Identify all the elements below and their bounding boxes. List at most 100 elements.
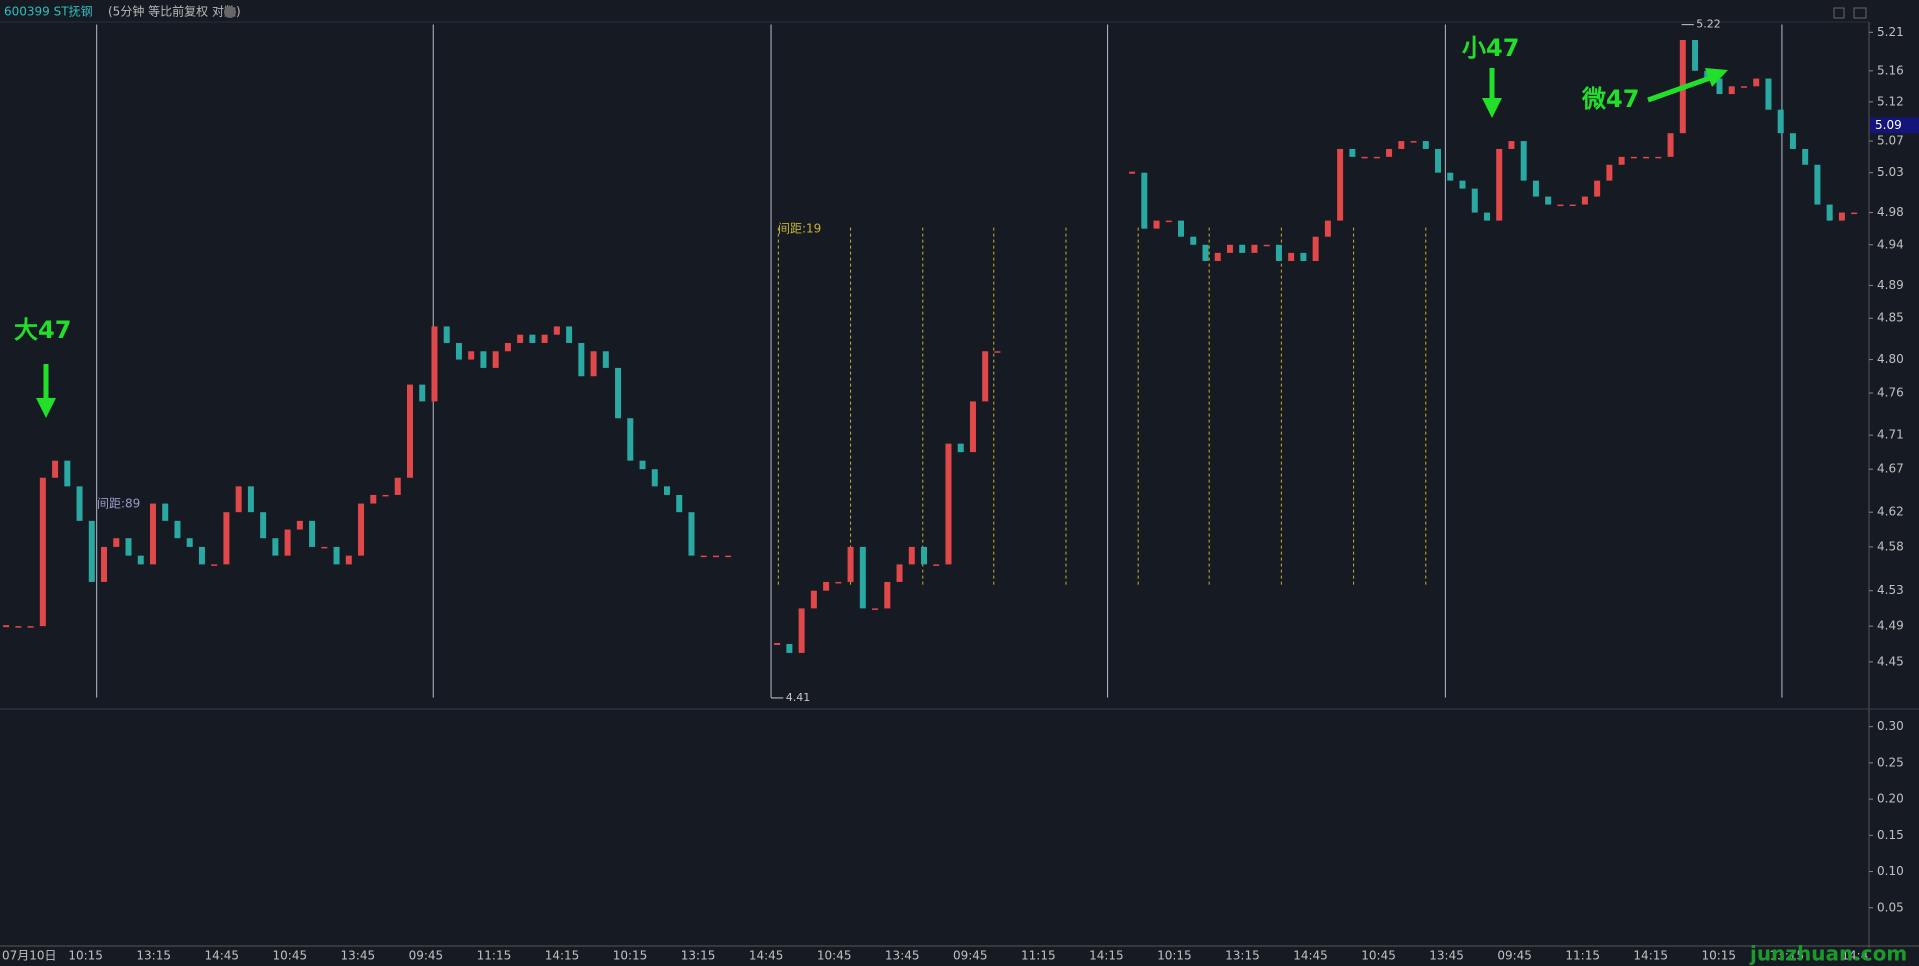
y-tick-label: 4.98 bbox=[1877, 205, 1904, 219]
x-tick-label: 14:4 bbox=[1841, 949, 1868, 963]
x-tick-label: 14:45 bbox=[749, 949, 784, 963]
candle bbox=[712, 555, 719, 558]
candle bbox=[27, 626, 34, 628]
candle bbox=[921, 546, 928, 565]
gap-label: 间距:89 bbox=[97, 497, 140, 511]
candle bbox=[1765, 78, 1772, 110]
x-tick-label: 10:15 bbox=[1157, 949, 1192, 963]
gap-label: 间距:19 bbox=[778, 222, 821, 236]
candle bbox=[1667, 133, 1674, 157]
x-tick-label: 11:15 bbox=[477, 949, 512, 963]
candle bbox=[578, 342, 585, 377]
candle bbox=[908, 546, 915, 565]
candle bbox=[345, 555, 352, 565]
x-tick-label: 14:45 bbox=[1293, 949, 1328, 963]
x-tick-label: 10:15 bbox=[613, 949, 648, 963]
candle bbox=[1655, 156, 1662, 159]
candle bbox=[186, 538, 193, 547]
chart-subtitle: (5分钟 等比前复权 对数) bbox=[108, 4, 241, 19]
candle bbox=[639, 460, 646, 470]
icon[interactable] bbox=[1853, 7, 1867, 19]
x-tick-label: 13:15 bbox=[136, 949, 171, 963]
candle bbox=[394, 477, 401, 495]
candle bbox=[1704, 70, 1711, 79]
layout bbox=[0, 21, 1919, 948]
candle bbox=[1386, 148, 1393, 157]
candle bbox=[272, 538, 279, 556]
candle bbox=[1435, 148, 1442, 173]
candle bbox=[419, 384, 426, 402]
candle bbox=[382, 494, 389, 497]
x-tick-label: 11:15 bbox=[1565, 949, 1600, 963]
candle bbox=[1263, 244, 1270, 247]
arrow-head bbox=[36, 398, 56, 418]
candle bbox=[1545, 196, 1552, 205]
high-label: 5.22 bbox=[1696, 18, 1721, 31]
y-tick-label: 5.21 bbox=[1877, 25, 1904, 39]
annotation: 大47 bbox=[14, 316, 71, 344]
candle bbox=[492, 351, 499, 368]
y2-tick-label: 0.15 bbox=[1877, 828, 1904, 842]
candle bbox=[798, 608, 805, 653]
y2-tick-label: 0.05 bbox=[1877, 900, 1904, 914]
x-tick-label: 10:45 bbox=[817, 949, 852, 963]
candle bbox=[1643, 156, 1650, 159]
candle bbox=[455, 342, 462, 360]
candle bbox=[211, 564, 218, 566]
candle bbox=[1838, 212, 1845, 221]
candle bbox=[859, 546, 866, 609]
x-tick-label: 09:45 bbox=[409, 949, 444, 963]
candle bbox=[76, 486, 83, 521]
candle bbox=[774, 642, 781, 645]
candle bbox=[1606, 164, 1613, 181]
x-tick-label: 07月10日 bbox=[2, 949, 57, 963]
candle bbox=[1361, 156, 1368, 159]
candle bbox=[994, 351, 1001, 353]
candle bbox=[15, 626, 22, 628]
candle bbox=[1300, 252, 1307, 261]
candle bbox=[1618, 156, 1625, 165]
candle bbox=[1398, 141, 1405, 149]
candle bbox=[1239, 244, 1246, 253]
candle bbox=[1814, 164, 1821, 205]
candle bbox=[1447, 172, 1454, 181]
candle bbox=[1630, 156, 1637, 159]
y-tick-label: 4.76 bbox=[1877, 385, 1904, 399]
y-tick-label: 4.58 bbox=[1877, 539, 1904, 553]
marks: 5.21 5.16 5.12 5.07 5.03 4.98 4.94 4.89 4.85 4.80… bbox=[2, 18, 1919, 963]
icon[interactable] bbox=[1833, 7, 1845, 19]
candle bbox=[309, 520, 316, 547]
x-tick-label: 13:45 bbox=[1429, 949, 1464, 963]
y-tick-label: 4.67 bbox=[1877, 462, 1904, 476]
candle bbox=[872, 608, 879, 610]
candle bbox=[64, 460, 71, 487]
y-tick-label: 4.94 bbox=[1877, 237, 1904, 251]
annotation: 小47 bbox=[1462, 34, 1519, 62]
menu-button[interactable] bbox=[224, 6, 236, 18]
arrow bbox=[1647, 75, 1711, 103]
x-tick-label: 14:15 bbox=[1633, 949, 1668, 963]
y-tick-label: 4.71 bbox=[1877, 428, 1904, 442]
x-tick-label: 13:15 bbox=[681, 949, 716, 963]
y-tick-label: 4.45 bbox=[1877, 654, 1904, 668]
candle bbox=[260, 512, 267, 539]
x-tick-label: 14:45 bbox=[204, 949, 239, 963]
x-tick-label: 09:45 bbox=[953, 949, 988, 963]
last-price-box bbox=[1870, 117, 1919, 134]
x-tick-label: 11:15 bbox=[1021, 949, 1056, 963]
candle bbox=[982, 351, 989, 402]
candle bbox=[162, 503, 169, 521]
candle bbox=[480, 351, 487, 368]
candle bbox=[1214, 252, 1221, 261]
arrow-head bbox=[1705, 68, 1728, 87]
candle bbox=[1165, 220, 1172, 223]
y2-tick-label: 0.30 bbox=[1877, 719, 1904, 733]
candle bbox=[602, 351, 609, 368]
candle bbox=[725, 555, 732, 558]
candle bbox=[1740, 86, 1747, 88]
candle bbox=[1753, 78, 1760, 87]
candle bbox=[566, 326, 573, 343]
candle bbox=[223, 512, 230, 565]
candle bbox=[529, 334, 536, 343]
candle bbox=[1422, 141, 1429, 149]
